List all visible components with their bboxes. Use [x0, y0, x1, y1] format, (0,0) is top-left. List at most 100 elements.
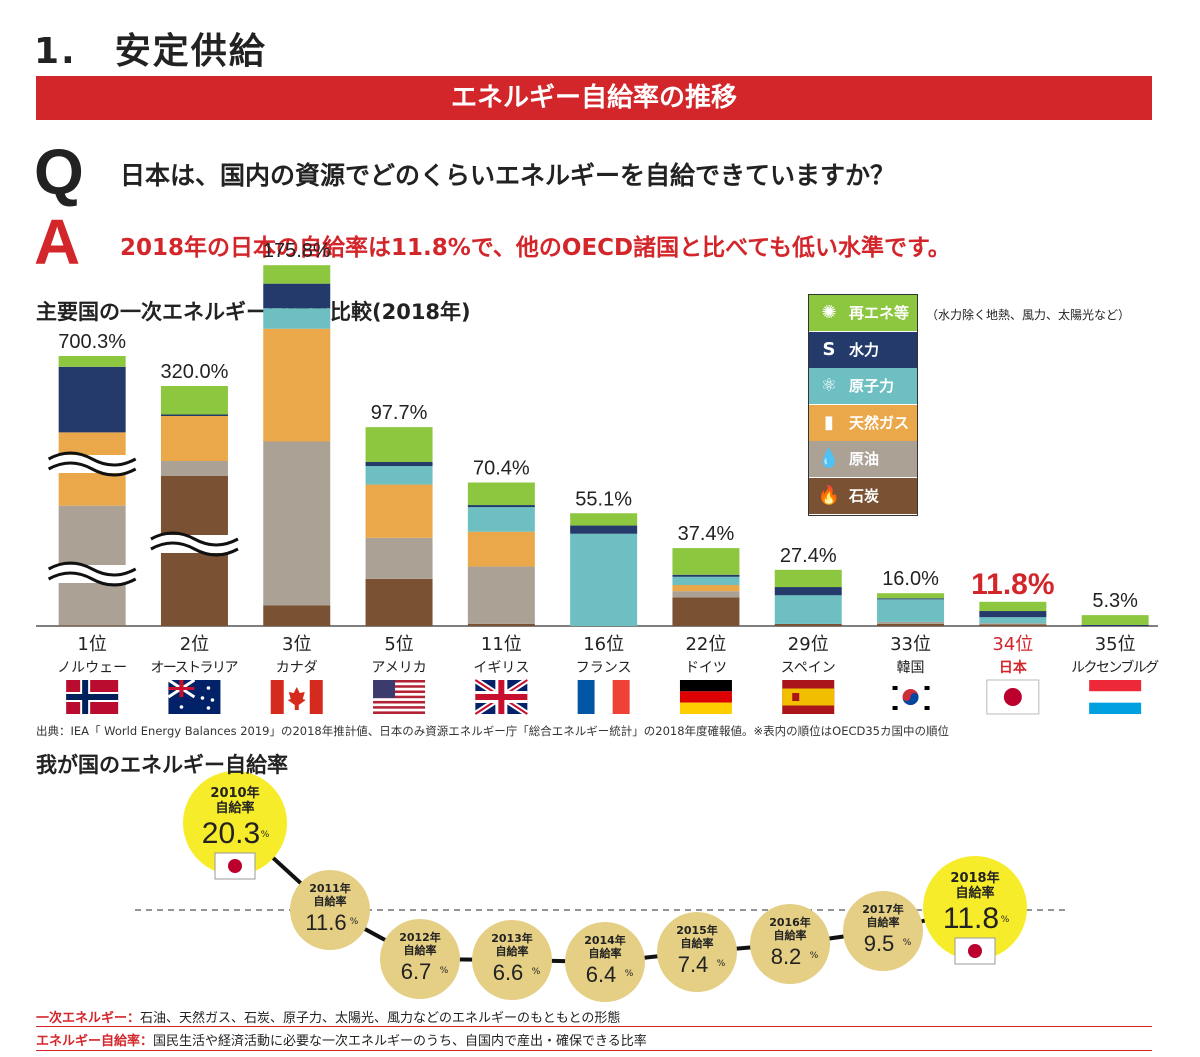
rate-sublabel: 自給率	[867, 915, 900, 929]
flag-part	[373, 682, 426, 686]
usa-flag-icon	[373, 680, 426, 714]
bar-segment	[979, 624, 1047, 626]
section-banner: エネルギー自給率の推移	[36, 76, 1152, 120]
flag-part	[287, 687, 306, 710]
flag-part	[66, 692, 119, 702]
data-label: 97.7%	[371, 402, 428, 424]
legend-label: 水力	[849, 340, 880, 359]
germany-flag-icon	[679, 680, 732, 714]
bar-segment	[570, 513, 638, 526]
bar-stack	[570, 513, 638, 626]
bar-segment	[263, 265, 331, 284]
flag-part	[66, 694, 119, 700]
category-label: オーストラリア	[150, 660, 238, 676]
bar-stack	[672, 548, 740, 626]
sun-icon: ✺	[821, 302, 837, 323]
bar-segment	[672, 585, 740, 592]
flag-part	[577, 680, 595, 714]
year-label: 2016年	[769, 915, 811, 929]
definition-text: 石油、天然ガス、石炭、原子力、太陽光、風力などのエネルギーのもともとの形態	[140, 1011, 621, 1026]
flag-part	[168, 680, 195, 697]
bar-segment	[263, 605, 331, 626]
bar-segment	[58, 366, 126, 433]
year-label: 2014年	[584, 933, 626, 947]
spain-flag-icon	[782, 680, 835, 714]
bar-segment	[467, 531, 535, 567]
year-label: 2013年	[491, 931, 533, 945]
bar-segment	[774, 623, 842, 626]
flag-part	[214, 852, 256, 880]
bar-stack	[877, 593, 945, 626]
flag-part	[206, 706, 211, 710]
flag-part	[373, 698, 426, 701]
bar-segment	[365, 466, 433, 485]
atom-icon: ⚛	[820, 375, 838, 397]
flag-part	[168, 680, 221, 714]
bar-segment	[58, 625, 126, 627]
flag-part	[679, 680, 732, 692]
flag-part	[373, 687, 426, 691]
flag-part	[373, 680, 396, 698]
norway-flag-icon	[66, 680, 119, 714]
rate-sublabel: 自給率	[955, 885, 994, 901]
gas-tank-icon: ▮	[824, 411, 834, 433]
data-label: 27.4%	[780, 545, 837, 567]
unit-label: %	[532, 967, 541, 977]
flag-part	[924, 686, 930, 690]
flag-part	[902, 689, 919, 705]
flag-part	[373, 685, 426, 688]
rate-sublabel: 自給率	[589, 946, 622, 960]
data-label: 16.0%	[882, 568, 939, 590]
rate-value: 6.7	[401, 959, 432, 984]
bar-stack	[1081, 615, 1149, 626]
category-label: スペイン	[781, 660, 836, 676]
category-label: アメリカ	[371, 660, 426, 676]
rank-label: 2位	[180, 634, 209, 655]
bar-segment	[160, 476, 228, 626]
flag-part	[782, 688, 835, 706]
flag-part	[373, 680, 426, 683]
flag-part	[373, 711, 426, 714]
bar-segment	[365, 427, 433, 462]
line-chart-title: 我が国のエネルギー自給率	[36, 753, 288, 777]
bar-stack	[774, 569, 842, 626]
flag-part	[373, 700, 426, 704]
rate-value: 7.4	[678, 952, 709, 977]
bar-segment	[672, 574, 740, 577]
section-title: 1. 安定供給	[34, 31, 267, 72]
japan-flag-icon	[214, 852, 256, 880]
bar-chart-title: 主要国の一次エネルギー自給率比較(2018年)	[36, 300, 471, 324]
flag-part	[473, 677, 529, 717]
definition-term: エネルギー自給率：	[36, 1034, 154, 1049]
axis-break-mark	[47, 571, 137, 587]
bar-segment	[1081, 615, 1149, 625]
rank-label: 29位	[788, 634, 829, 655]
flag-part	[373, 695, 426, 699]
answer-letter: A	[34, 206, 81, 278]
oil-drop-icon: 💧	[817, 448, 841, 470]
flag-part	[82, 680, 89, 714]
definition-primary-energy: 一次エネルギー：石油、天然ガス、石炭、原子力、太陽光、風力などのエネルギーのもと…	[36, 1007, 620, 1026]
flag-part	[792, 693, 800, 701]
flag-part	[902, 693, 919, 705]
axis-break-mark	[47, 451, 137, 467]
bubble-circle	[290, 870, 370, 950]
flag-part	[679, 702, 732, 714]
data-label: 37.4%	[678, 523, 735, 545]
flag-part	[954, 937, 996, 965]
rank-label: 35位	[1095, 634, 1136, 655]
bubble-circle	[565, 922, 645, 1002]
bar-stack	[365, 427, 433, 626]
flag-part	[167, 678, 196, 699]
bar-stack	[979, 601, 1047, 626]
flag-part	[986, 679, 1040, 715]
bar-segment	[365, 484, 433, 538]
category-label: 日本	[999, 659, 1028, 676]
bar-segment	[160, 461, 228, 476]
flag-part	[495, 680, 508, 714]
year-label: 2015年	[676, 923, 718, 937]
rate-sublabel: 自給率	[314, 894, 347, 908]
